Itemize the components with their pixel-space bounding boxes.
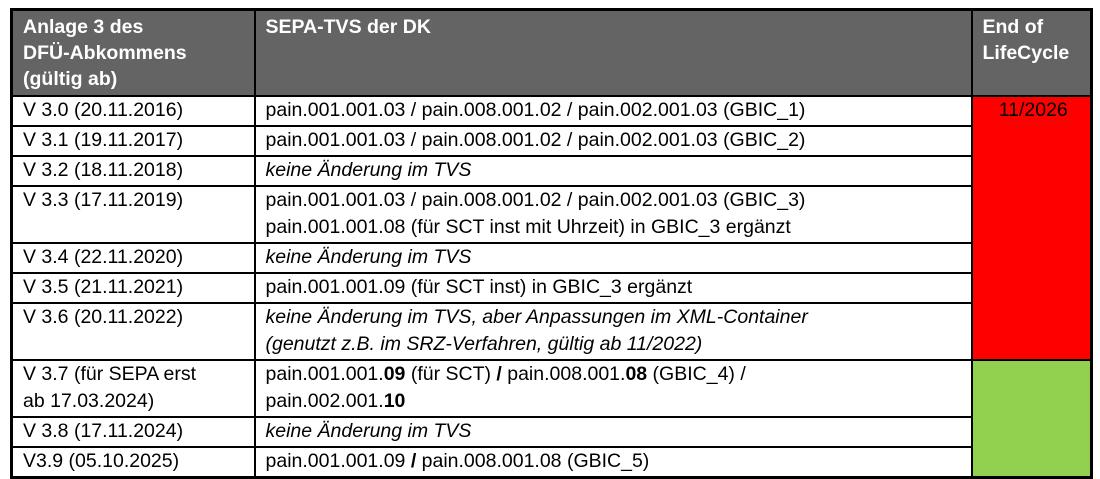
- version-cell: V 3.7 (für SEPA erst ab 17.03.2024): [10, 359, 256, 418]
- header-anlage: Anlage 3 des DFÜ-Abkommens (gültig ab): [10, 8, 256, 97]
- tvs-cell: keine Änderung im TVS: [253, 242, 973, 274]
- lifecycle-cell-red: 11/2026: [970, 95, 1093, 361]
- version-cell: V 3.8 (17.11.2024): [10, 416, 256, 448]
- table-row: V 3.4 (22.11.2020) keine Änderung im TVS: [10, 242, 1092, 274]
- version-cell: V 3.1 (19.11.2017): [10, 125, 256, 157]
- tvs-cell: pain.001.001.03 / pain.008.001.02 / pain…: [253, 95, 973, 127]
- table-row: V 3.7 (für SEPA erst ab 17.03.2024) pain.…: [10, 359, 1093, 479]
- tvs-cell: keine Änderung im TVS: [253, 155, 973, 187]
- tvs-cell: pain.001.001.09 (für SCT inst) in GBIC_3…: [253, 272, 973, 304]
- sepa-tvs-table: Anlage 3 des DFÜ-Abkommens (gültig ab) S…: [10, 8, 1093, 479]
- table-row: V 3.2 (18.11.2018) keine Änderung im TVS: [10, 155, 1092, 187]
- table-row: V 3.1 (19.11.2017) pain.001.001.03 / pain…: [10, 125, 1092, 157]
- table-row: V 3.6 (20.11.2022) keine Änderung im TVS,…: [10, 302, 1092, 361]
- tvs-cell: keine Änderung im TVS, aber Anpassungen …: [253, 302, 973, 361]
- table-row: V 3.3 (17.11.2019) pain.001.001.03 / pain…: [10, 185, 1092, 244]
- tvs-cell: pain.001.001.03 / pain.008.001.02 / pain…: [253, 125, 973, 157]
- version-cell: V 3.4 (22.11.2020): [10, 242, 256, 274]
- tvs-cell: pain.001.001.03 / pain.008.001.02 / pain…: [253, 185, 973, 244]
- version-cell: V 3.5 (21.11.2021): [10, 272, 256, 304]
- version-cell: V3.9 (05.10.2025): [10, 446, 256, 479]
- lifecycle-cell-green: [970, 359, 1093, 479]
- table-header: Anlage 3 des DFÜ-Abkommens (gültig ab) S…: [10, 8, 1093, 97]
- table-row: V 3.8 (17.11.2024) keine Änderung im TVS: [10, 416, 1092, 448]
- table-body: V 3.0 (20.11.2016) pain.001.001.03 / pain…: [10, 95, 1093, 479]
- table-row: V 3.5 (21.11.2021) pain.001.001.09 (für S…: [10, 272, 1092, 304]
- version-cell: V 3.3 (17.11.2019): [10, 185, 256, 244]
- header-row: Anlage 3 des DFÜ-Abkommens (gültig ab) S…: [10, 8, 1093, 97]
- tvs-cell: pain.001.001.09 / pain.008.001.08 (GBIC_…: [253, 446, 973, 479]
- version-cell: V 3.0 (20.11.2016): [10, 95, 256, 127]
- table-row: V3.9 (05.10.2025) pain.001.001.09 / pain.…: [10, 446, 1092, 479]
- tvs-cell: keine Änderung im TVS: [253, 416, 973, 448]
- header-sepa-tvs: SEPA-TVS der DK: [253, 8, 973, 97]
- version-cell: V 3.2 (18.11.2018): [10, 155, 256, 187]
- table-row: V 3.0 (20.11.2016) pain.001.001.03 / pain…: [10, 95, 1093, 361]
- version-cell: V 3.6 (20.11.2022): [10, 302, 256, 361]
- page: Anlage 3 des DFÜ-Abkommens (gültig ab) S…: [10, 8, 1093, 479]
- header-end-of-lifecycle: End of LifeCycle: [970, 8, 1093, 97]
- tvs-cell: pain.001.001.09 (für SCT) / pain.008.001…: [253, 359, 973, 418]
